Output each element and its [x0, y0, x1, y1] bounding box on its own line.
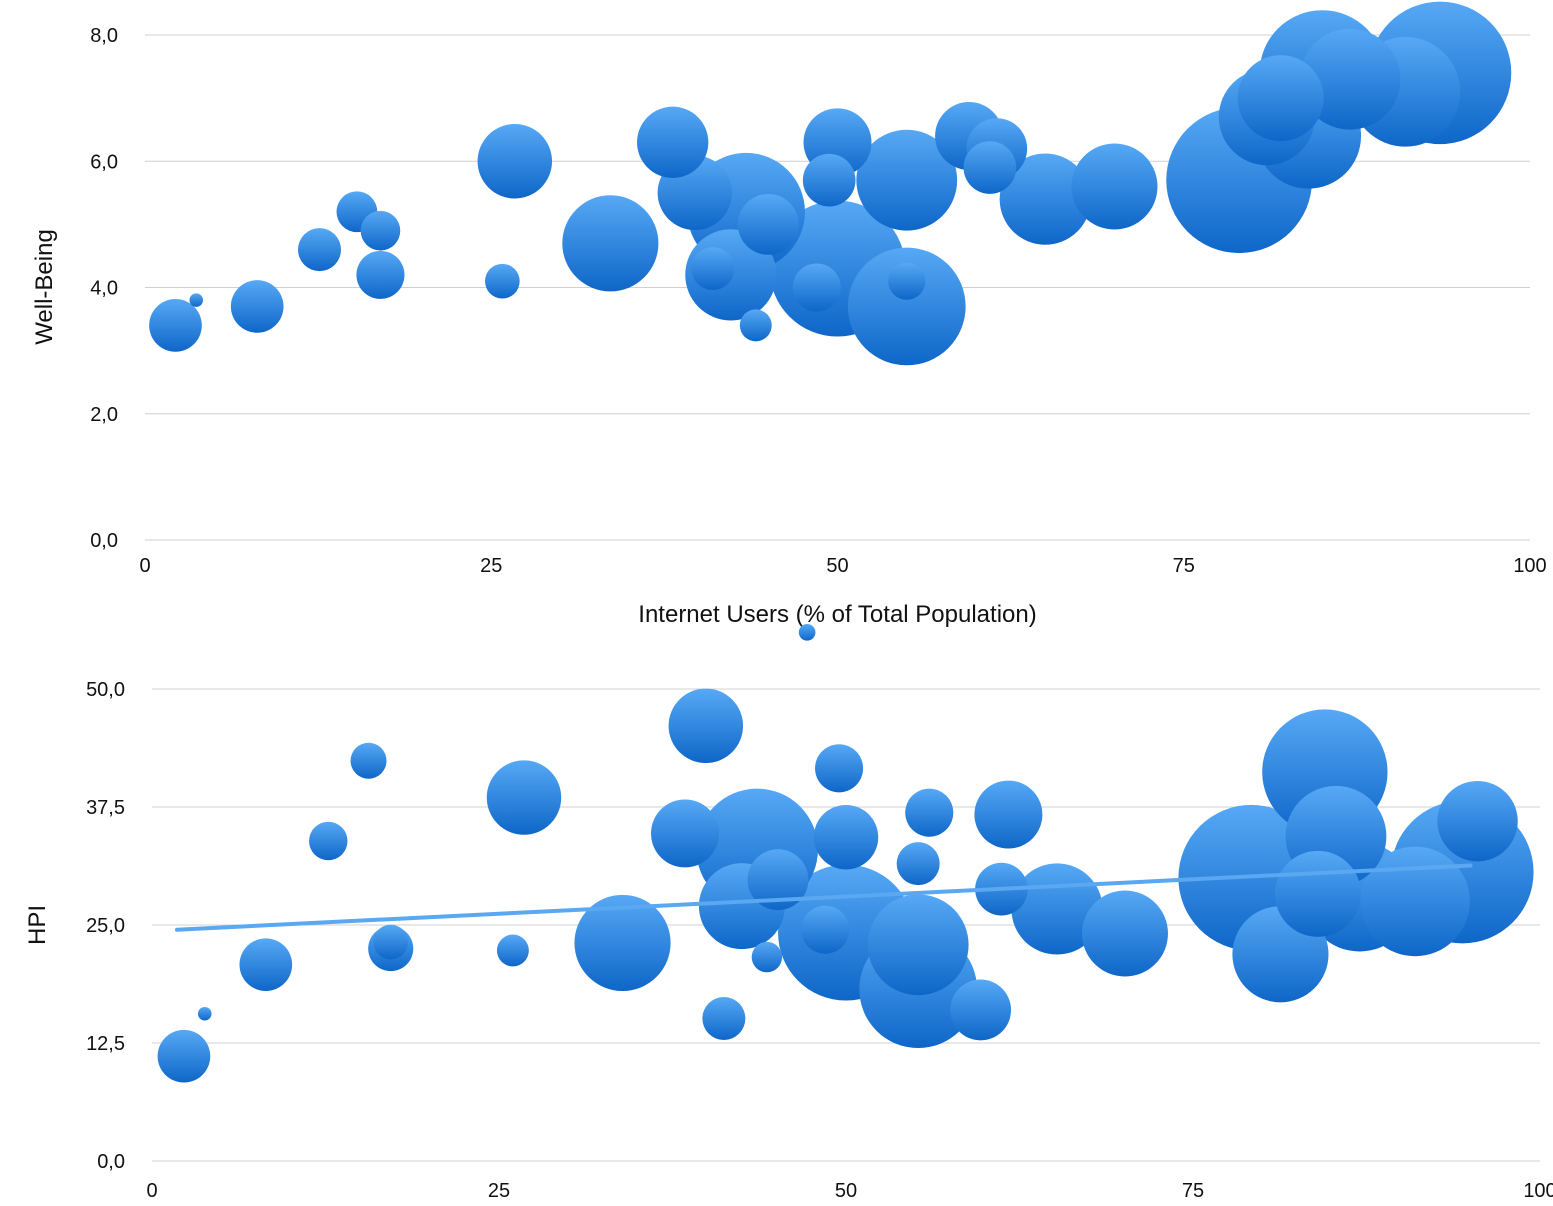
- bubble-point: [905, 788, 954, 837]
- bubble-point: [157, 1029, 211, 1083]
- bubble-point: [963, 141, 1017, 194]
- x-tick-label: 0: [139, 555, 150, 577]
- y-tick-label: 0,0: [90, 530, 118, 552]
- bubble-point: [751, 941, 783, 973]
- hpi-chart: 0,0 12,5 25,0 37,5 50,0 0 25 50 75 100 HPI: [24, 624, 1553, 1202]
- bubble-point: [360, 210, 401, 251]
- bubble-point: [350, 742, 387, 779]
- bubble-point: [792, 263, 841, 312]
- bubble-point: [668, 688, 744, 764]
- trend-line: [174, 863, 1473, 932]
- bubble-point: [702, 996, 746, 1040]
- x-tick-label: 50: [826, 555, 848, 577]
- y-tick-label: 37,5: [86, 797, 125, 819]
- y-tick-label: 2,0: [90, 404, 118, 426]
- bubble-point: [309, 821, 348, 861]
- bubble-point: [801, 905, 850, 954]
- bubble-point: [1299, 28, 1401, 130]
- x-tick-label: 75: [1173, 555, 1195, 577]
- bubble-point: [373, 924, 409, 960]
- bubble-point: [813, 804, 879, 870]
- y-axis-title: Well-Being: [31, 229, 58, 345]
- bubble-point: [496, 934, 529, 967]
- bubble-point: [974, 780, 1043, 849]
- bubble-point: [691, 247, 735, 291]
- x-tick-label: 25: [480, 555, 502, 577]
- x-tick-label: 75: [1182, 1180, 1204, 1202]
- bubble-point: [574, 894, 671, 992]
- y-tick-label: 50,0: [86, 679, 125, 701]
- bubble-point: [298, 228, 342, 272]
- bubble-point: [999, 153, 1091, 245]
- bubble-point: [149, 299, 202, 352]
- x-tick-label: 0: [146, 1180, 157, 1202]
- x-tick-label: 25: [488, 1180, 510, 1202]
- x-tick-label: 50: [835, 1180, 857, 1202]
- bubble-point: [1071, 143, 1158, 230]
- bubble-point: [651, 799, 719, 868]
- bubble-point: [1081, 890, 1168, 977]
- bubble-point: [239, 938, 293, 991]
- bubble-point: [189, 293, 204, 307]
- y-tick-label: 6,0: [90, 151, 118, 173]
- bubble-point: [1360, 846, 1470, 957]
- bubble-point: [1237, 55, 1324, 142]
- bubble-point: [484, 263, 520, 299]
- y-tick-label: 12,5: [86, 1033, 125, 1055]
- y-axis-title: HPI: [24, 905, 51, 945]
- bubble-point: [562, 195, 659, 292]
- bubble-point: [356, 250, 405, 299]
- bubble-point: [802, 153, 856, 207]
- bubble-point: [1274, 850, 1361, 937]
- bubble-point: [747, 849, 809, 911]
- bubble-point: [950, 979, 1012, 1041]
- bubble-point: [815, 744, 864, 793]
- y-tick-label: 25,0: [86, 915, 125, 937]
- x-tick-label: 100: [1513, 555, 1546, 577]
- bubble-point: [1437, 780, 1518, 862]
- bubble-point: [798, 624, 816, 641]
- bubble-point: [637, 106, 709, 178]
- bubble-point: [230, 280, 284, 333]
- x-axis-title: Internet Users (% of Total Population): [638, 601, 1036, 628]
- bubble-point: [477, 124, 553, 199]
- x-tick-label: 100: [1523, 1180, 1553, 1202]
- y-tick-label: 8,0: [90, 25, 118, 47]
- bubble-point: [739, 309, 772, 342]
- bubble-point: [856, 129, 958, 231]
- y-tick-label: 0,0: [97, 1151, 125, 1173]
- bubble-point: [847, 247, 966, 366]
- bubble-point: [737, 193, 799, 255]
- bubble-point: [486, 760, 562, 835]
- bubble-point: [896, 842, 940, 886]
- bubble-point: [867, 894, 969, 996]
- bubble-point: [888, 262, 926, 300]
- y-tick-label: 4,0: [90, 278, 118, 300]
- well-being-chart: 0,0 2,0 4,0 6,0 8,0 0 25 50 75 100 Internet Users …: [31, 1, 1547, 628]
- bubble-point: [197, 1006, 212, 1021]
